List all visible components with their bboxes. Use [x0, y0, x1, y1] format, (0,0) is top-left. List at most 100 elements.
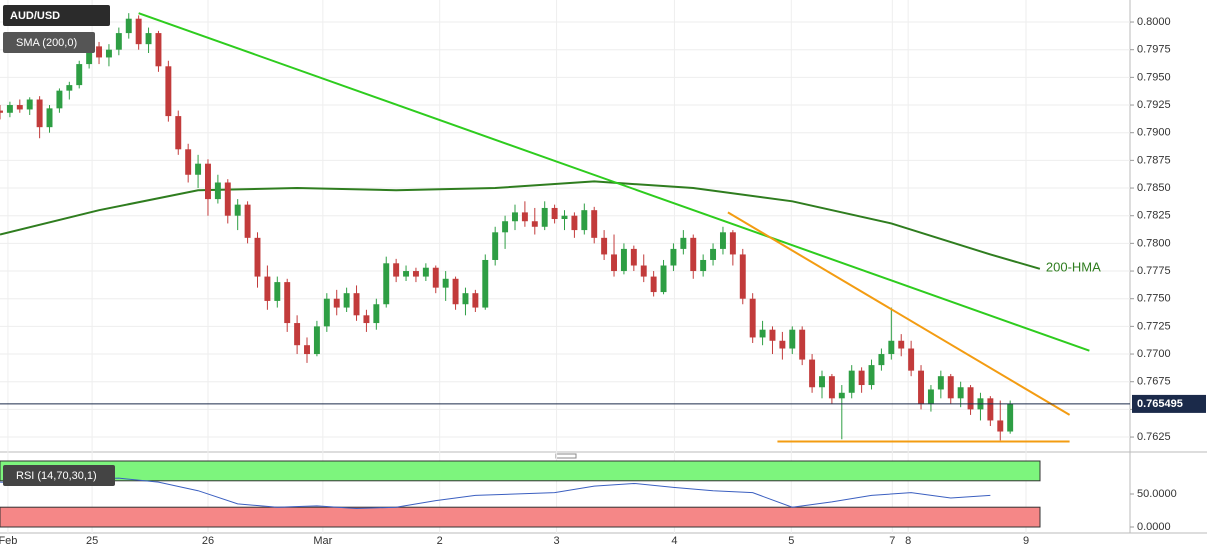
candle-body: [502, 221, 509, 233]
candle-body: [531, 221, 538, 227]
y-tick-label: 0.7875: [1137, 154, 1171, 166]
candle-body: [185, 149, 192, 175]
y-tick-label: 0.7725: [1137, 320, 1171, 332]
candle-body: [125, 18, 132, 34]
y-tick-label: 0.7850: [1137, 182, 1171, 194]
candle-body: [155, 33, 162, 67]
candle-body: [244, 204, 251, 238]
candle-body: [304, 345, 310, 355]
candle-body: [769, 329, 776, 341]
candle-body: [710, 248, 717, 260]
trend-line: [138, 12, 1090, 352]
candle-body: [789, 329, 796, 349]
candle-body: [313, 326, 320, 355]
candle-body: [0, 110, 3, 113]
legend-box: [3, 5, 110, 26]
candle-body: [16, 105, 23, 110]
overbought-zone: [0, 460, 1041, 482]
y-tick-label: 0.7800: [1137, 237, 1171, 249]
candle-body: [551, 207, 558, 220]
candle-body: [234, 204, 241, 216]
candle-body: [462, 293, 469, 305]
candle-body: [76, 64, 83, 86]
candle-body: [809, 359, 816, 388]
y-tick-label: 0.7925: [1137, 99, 1171, 111]
candle-body: [26, 99, 33, 110]
candle-body: [264, 276, 271, 301]
x-tick-label: 9: [1023, 535, 1029, 547]
candle-body: [442, 278, 449, 288]
candle-body: [422, 267, 429, 277]
candle-body: [323, 298, 330, 327]
candle-body: [135, 18, 142, 45]
candle-body: [739, 254, 746, 299]
x-tick-label: 7: [889, 535, 895, 547]
y-tick-label: 0.7825: [1137, 210, 1171, 222]
y-tick-label: 0.7775: [1137, 265, 1171, 277]
y-tick-label: 0.7625: [1137, 431, 1171, 443]
candle-body: [759, 329, 766, 338]
candle-body: [482, 259, 489, 308]
x-tick-label: 26: [202, 535, 214, 547]
rsi-line: [0, 477, 991, 510]
candle-body: [343, 293, 350, 308]
candle-body: [868, 365, 875, 386]
rsi-label: RSI (14,70,30,1): [16, 470, 97, 482]
pane-resize-handle[interactable]: [555, 453, 577, 459]
candle-body: [274, 282, 281, 301]
candle-body: [175, 116, 182, 150]
candle-body: [561, 215, 568, 220]
x-tick-label: 8: [905, 535, 911, 547]
candle-body: [918, 370, 925, 404]
last-price-label: 0.765495: [1137, 398, 1183, 410]
candle-body: [224, 182, 231, 216]
candle-body: [1007, 403, 1014, 432]
candle-body: [195, 163, 202, 175]
candle-body: [383, 263, 390, 305]
candle-body: [680, 237, 687, 249]
candle-body: [957, 387, 964, 399]
y-tick-label: 0.7900: [1137, 127, 1171, 139]
candle-body: [670, 248, 677, 266]
candle-body: [294, 323, 301, 346]
y-tick-label: 0.7675: [1137, 376, 1171, 388]
candle-body: [512, 212, 518, 222]
candle-body: [819, 376, 825, 388]
moving-average: [0, 180, 1041, 270]
y-tick-label: 0.7700: [1137, 348, 1171, 360]
candle-body: [6, 105, 13, 113]
candle-body: [105, 49, 112, 58]
candle-body: [858, 370, 865, 386]
candle-body: [799, 329, 806, 360]
candle-body: [620, 248, 627, 272]
candle-body: [284, 282, 291, 324]
candle-body: [947, 376, 954, 399]
y-tick-label: 0.8000: [1137, 16, 1171, 28]
candle-body: [888, 340, 895, 355]
candle-body: [937, 376, 944, 390]
rsi-tick-label: 50.0000: [1137, 488, 1177, 500]
candle-body: [393, 263, 400, 277]
candle-body: [838, 392, 845, 399]
x-tick-label: 5: [788, 535, 794, 547]
candle-body: [214, 182, 221, 200]
candle-body: [36, 99, 43, 128]
candle-body: [729, 232, 736, 255]
candle-body: [115, 33, 122, 50]
indicator-label: SMA (200,0): [16, 37, 77, 49]
candle-body: [898, 340, 905, 349]
candle-body: [521, 212, 528, 222]
x-tick-label: 4: [671, 535, 677, 547]
candle-body: [997, 420, 1004, 432]
x-tick-label: 25: [86, 535, 98, 547]
candle-body: [591, 210, 598, 238]
trend-line: [727, 211, 1071, 416]
legend-box: [3, 465, 115, 486]
candle-body: [660, 265, 667, 293]
candle-body: [145, 33, 152, 45]
symbol-label: AUD/USD: [10, 10, 60, 22]
candle-body: [581, 210, 588, 231]
candle-body: [749, 298, 756, 338]
candle-body: [452, 278, 459, 305]
x-tick-label: Feb: [0, 535, 17, 547]
